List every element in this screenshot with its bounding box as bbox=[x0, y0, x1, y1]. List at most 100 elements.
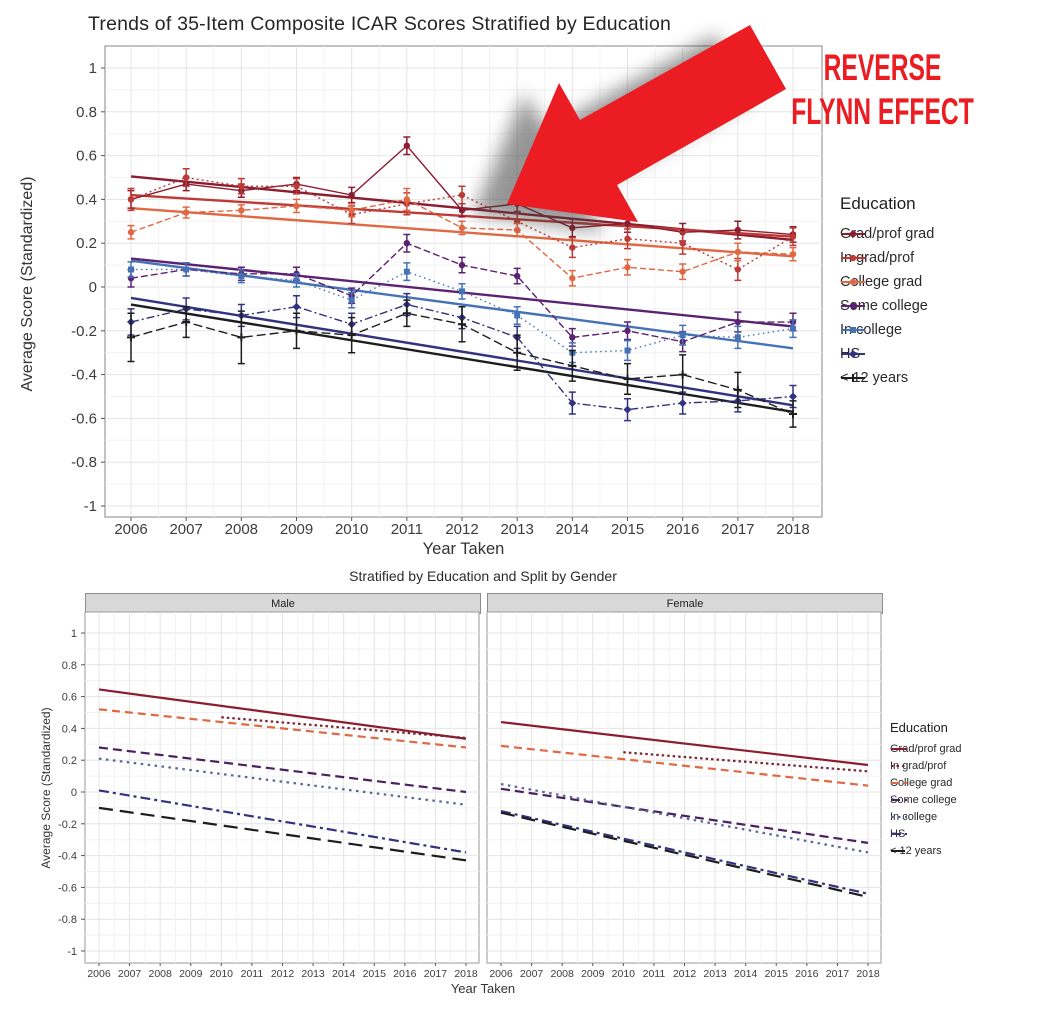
legend-glyph bbox=[891, 782, 907, 784]
y-tick-label: 0 bbox=[89, 279, 97, 296]
y-tick-label: -0.8 bbox=[58, 914, 77, 926]
legend-label: In grad/prof bbox=[890, 760, 947, 772]
data-point bbox=[568, 361, 577, 370]
data-point bbox=[402, 309, 411, 318]
x-tick-label: 2015 bbox=[611, 521, 644, 538]
bottom-x-axis-label: Year Taken bbox=[450, 981, 516, 996]
x-tick-label: 2016 bbox=[393, 968, 417, 980]
x-tick-label: 2009 bbox=[581, 968, 605, 980]
data-point bbox=[403, 268, 410, 275]
bottom-legend-title: Education bbox=[890, 720, 948, 735]
legend-label: Grad/prof grad bbox=[890, 743, 962, 755]
data-point bbox=[238, 207, 245, 214]
x-tick-label: 2018 bbox=[856, 968, 880, 980]
x-tick-label: 2012 bbox=[445, 521, 478, 538]
legend-glyph bbox=[841, 230, 865, 238]
legend-item-12-years: < 12 years bbox=[840, 370, 934, 386]
x-tick-label: 2010 bbox=[612, 968, 636, 980]
legend-label: Grad/prof grad bbox=[840, 226, 935, 242]
data-point bbox=[513, 348, 522, 357]
data-point bbox=[348, 297, 355, 304]
x-tick-label: 2008 bbox=[225, 521, 258, 538]
red-arrow bbox=[507, 25, 786, 222]
bottom-legend: Education Grad/prof grad In grad/prof Coll… bbox=[890, 720, 962, 857]
x-tick-label: 2014 bbox=[556, 521, 589, 538]
x-tick-label: 2011 bbox=[643, 968, 666, 980]
data-point bbox=[678, 399, 687, 408]
legend-item-college-grad: College grad bbox=[890, 777, 962, 789]
data-point bbox=[459, 288, 466, 295]
data-point bbox=[849, 230, 857, 238]
annotation-line-2: FLYNN EFFECT bbox=[791, 90, 974, 132]
legend-item-hs: HS bbox=[890, 828, 962, 840]
data-point bbox=[679, 240, 686, 247]
x-tick-label: 2014 bbox=[332, 968, 356, 980]
data-point bbox=[569, 334, 576, 341]
data-point bbox=[734, 318, 742, 326]
y-tick-label: 0.6 bbox=[76, 148, 97, 165]
legend-label: Some college bbox=[890, 794, 957, 806]
data-point bbox=[734, 334, 741, 341]
data-point bbox=[849, 350, 857, 358]
facet-series-line bbox=[500, 744, 869, 787]
legend-item-12-years: < 12 years bbox=[890, 845, 962, 857]
facet-series-line bbox=[221, 716, 467, 740]
data-point bbox=[458, 320, 466, 329]
data-point bbox=[679, 268, 686, 275]
data-point bbox=[624, 347, 631, 354]
x-tick-label: 2007 bbox=[520, 968, 544, 980]
legend-item-in-grad-prof: In grad/prof bbox=[890, 760, 962, 772]
data-point bbox=[347, 331, 356, 340]
data-point bbox=[849, 278, 857, 286]
x-tick-label: 2009 bbox=[280, 521, 313, 538]
y-tick-label: -1 bbox=[84, 498, 97, 515]
top-legend: Education Grad/prof grad In grad/prof Coll… bbox=[840, 194, 934, 386]
data-point bbox=[237, 333, 246, 342]
y-tick-label: 1 bbox=[89, 60, 97, 77]
x-tick-label: 2016 bbox=[666, 521, 699, 538]
y-tick-label: 0.4 bbox=[76, 191, 97, 208]
y-tick-label: 1 bbox=[71, 628, 77, 640]
top-legend-items: Grad/prof grad In grad/prof College grad So… bbox=[840, 226, 934, 386]
legend-label: In grad/prof bbox=[840, 250, 915, 266]
top-legend-title: Education bbox=[840, 194, 916, 213]
data-point bbox=[458, 261, 466, 269]
data-point bbox=[403, 240, 411, 247]
x-tick-label: 2008 bbox=[550, 968, 574, 980]
legend-glyph bbox=[891, 765, 907, 767]
x-tick-label: 2014 bbox=[734, 968, 758, 980]
x-tick-label: 2010 bbox=[335, 521, 368, 538]
legend-glyph bbox=[841, 350, 865, 358]
data-point bbox=[678, 370, 687, 379]
facet-series-line bbox=[98, 789, 467, 854]
x-tick-label: 2015 bbox=[765, 968, 789, 980]
data-point bbox=[568, 399, 577, 408]
data-point bbox=[734, 226, 742, 234]
x-tick-label: 2018 bbox=[454, 968, 478, 980]
legend-glyph bbox=[891, 748, 907, 750]
legend-glyph bbox=[891, 799, 907, 801]
data-point bbox=[293, 183, 300, 190]
legend-label: < 12 years bbox=[840, 370, 909, 386]
legend-label: College grad bbox=[840, 274, 923, 290]
x-tick-label: 2006 bbox=[489, 968, 513, 980]
data-point bbox=[458, 224, 466, 232]
top-x-axis-label: Year Taken bbox=[422, 540, 505, 558]
x-tick-label: 2013 bbox=[703, 968, 727, 980]
data-point bbox=[403, 196, 411, 203]
y-tick-label: 0.2 bbox=[62, 755, 77, 767]
data-point bbox=[183, 266, 190, 273]
bottom-y-axis-label: Average Score (Standardized) bbox=[39, 707, 53, 869]
x-tick-label: 2006 bbox=[114, 521, 147, 538]
data-point bbox=[238, 273, 245, 280]
legend-item-some-college: Some college bbox=[840, 298, 934, 314]
x-tick-label: 2006 bbox=[87, 968, 111, 980]
y-tick-label: -1 bbox=[67, 946, 77, 958]
x-tick-label: 2017 bbox=[424, 968, 448, 980]
y-tick-label: -0.4 bbox=[71, 367, 97, 384]
y-tick-label: -0.4 bbox=[58, 851, 77, 863]
x-tick-label: 2015 bbox=[363, 968, 387, 980]
data-point bbox=[182, 318, 191, 327]
top-chart-title: Trends of 35-Item Composite ICAR Scores … bbox=[88, 13, 672, 35]
